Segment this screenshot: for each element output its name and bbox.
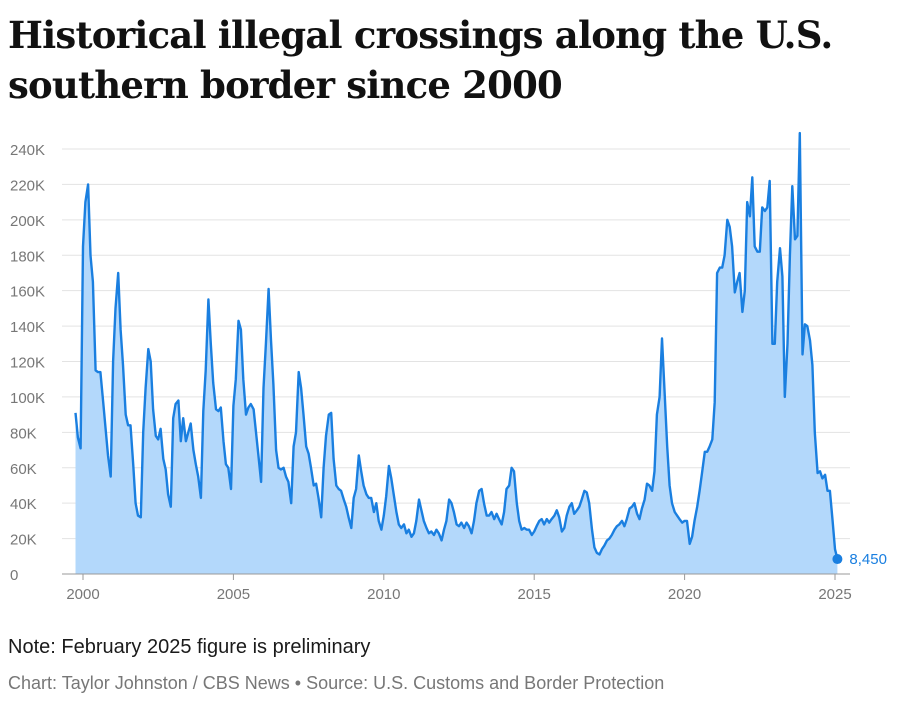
y-tick-label: 40K — [10, 496, 37, 513]
chart-credit: Chart: Taylor Johnston / CBS News • Sour… — [8, 673, 665, 693]
chart-title: Historical illegal crossings along the U… — [8, 13, 833, 107]
y-tick-label: 60K — [10, 461, 37, 478]
y-axis-ticks: 0 20K 40K 60K 80K 100K 120K 140K 160K 180K 200K 220… — [10, 142, 45, 584]
end-point-label: 8,450 — [849, 551, 887, 568]
y-tick-label: 20K — [10, 532, 37, 549]
y-tick-label: 0 — [10, 567, 18, 584]
x-tick-label: 2010 — [367, 586, 400, 603]
y-tick-label: 120K — [10, 355, 45, 372]
x-tick-label: 2020 — [668, 586, 701, 603]
y-tick-label: 180K — [10, 248, 45, 265]
y-tick-label: 220K — [10, 177, 45, 194]
y-tick-label: 80K — [10, 425, 37, 442]
y-tick-label: 140K — [10, 319, 45, 336]
y-tick-label: 160K — [10, 284, 45, 301]
y-tick-label: 200K — [10, 213, 45, 230]
end-point-marker[interactable] — [832, 554, 843, 565]
x-tick-label: 2000 — [66, 586, 99, 603]
y-tick-label: 100K — [10, 390, 45, 407]
chart-svg: 0 20K 40K 60K 80K 100K 120K 140K 160K 180K 200K 220… — [10, 131, 887, 603]
y-tick-label: 240K — [10, 142, 45, 159]
x-tick-label: 2025 — [818, 586, 851, 603]
chart-note: Note: February 2025 figure is preliminar… — [8, 636, 371, 658]
x-tick-label: 2015 — [518, 586, 551, 603]
x-axis-ticks: 2000 2005 2010 2015 2020 2025 — [66, 574, 852, 603]
x-tick-label: 2005 — [217, 586, 250, 603]
series-area — [75, 133, 838, 574]
chart-area: 0 20K 40K 60K 80K 100K 120K 140K 160K 180K 200K 220… — [0, 120, 900, 610]
series-line — [74, 131, 839, 560]
